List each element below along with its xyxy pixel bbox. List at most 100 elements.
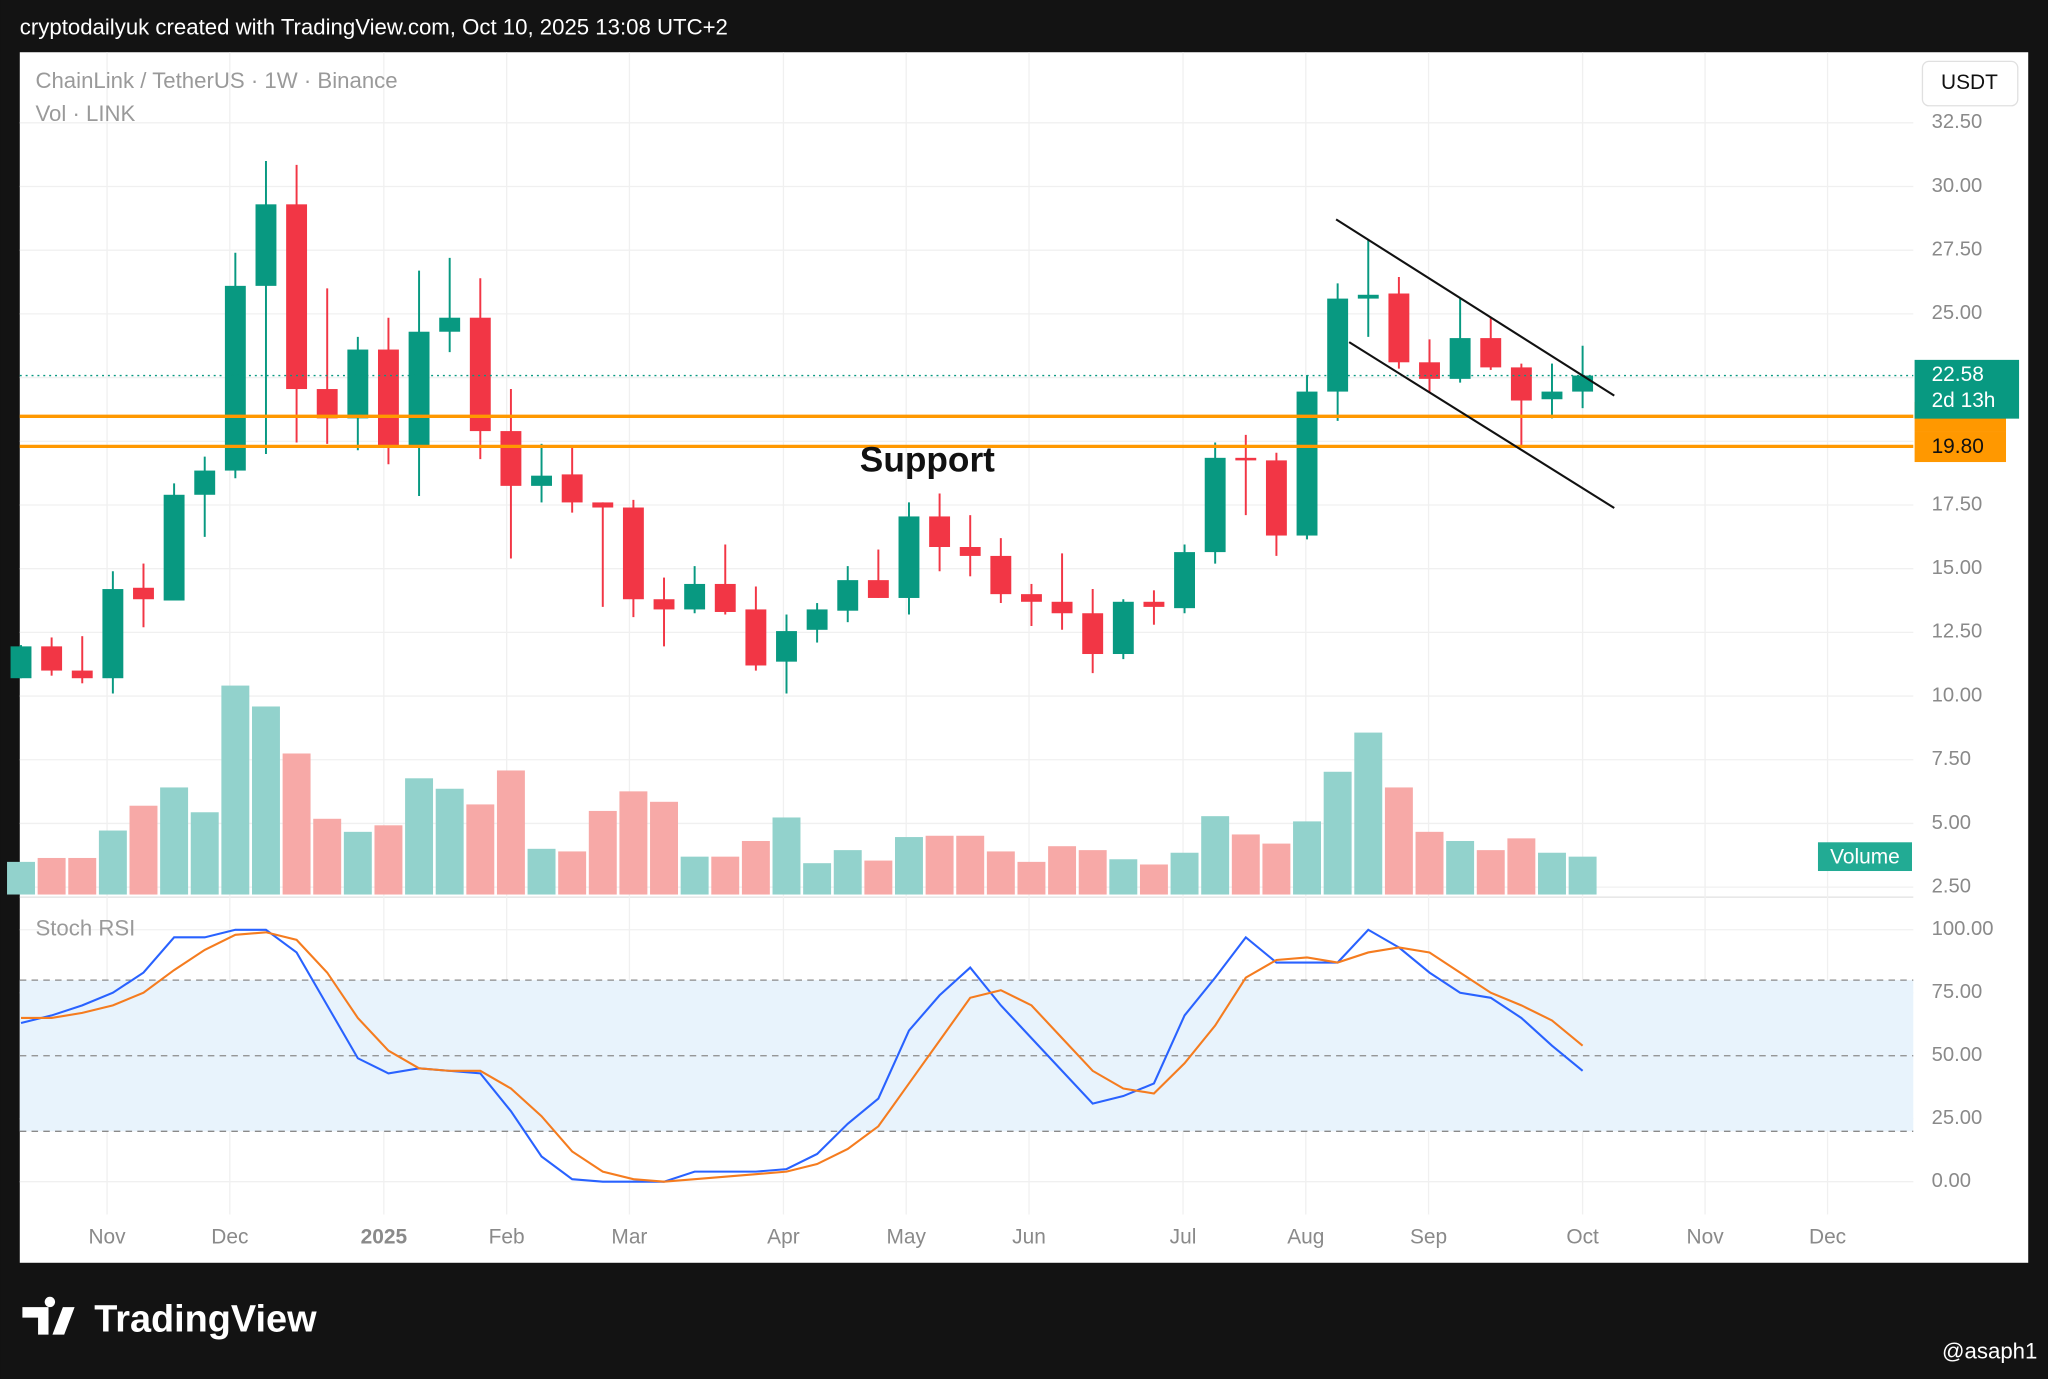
currency-button[interactable] <box>1921 60 2019 107</box>
candle-body <box>41 646 63 671</box>
x-tick-label: Aug <box>1287 1225 1324 1248</box>
channel-line <box>1335 218 1615 397</box>
candle-body <box>837 580 859 611</box>
plot: Nov Dec 2025 Feb Mar Apr May Jun Jul Aug Sep Oct Nov… <box>7 52 2020 1248</box>
volume-bar <box>1446 840 1475 895</box>
y-tick-label: 75.00 <box>1932 981 1983 1003</box>
candle-body <box>714 583 736 612</box>
volume-bar <box>772 817 801 895</box>
volume-bar <box>190 812 219 895</box>
x-tick-label: Nov <box>88 1225 126 1248</box>
candle-body <box>1082 613 1104 655</box>
candle-body <box>1174 552 1195 609</box>
candle-body <box>1021 594 1042 602</box>
volume-bar <box>1415 831 1444 895</box>
candle-body <box>653 599 675 610</box>
volume-bar <box>1078 850 1107 895</box>
candle-body <box>898 516 920 598</box>
volume-bar <box>221 685 250 895</box>
volume-bar <box>129 805 158 895</box>
candle-body <box>745 609 767 666</box>
candle-body <box>1296 391 1318 536</box>
x-tick-label: Sep <box>1410 1225 1447 1248</box>
volume-bar <box>1139 864 1168 895</box>
candle-body <box>1204 457 1226 553</box>
price-label-box <box>1914 432 2007 463</box>
x-tick-label: May <box>887 1225 927 1248</box>
y-tick-label: 15.00 <box>1932 557 1983 579</box>
candle-body <box>1388 293 1410 363</box>
x-tick-label: Dec <box>1809 1225 1846 1248</box>
volume-bar <box>680 856 709 895</box>
candle-body <box>1510 367 1532 401</box>
volume-bar <box>925 835 954 895</box>
candle-body <box>408 331 430 446</box>
caption: cryptodailyuk created with TradingView.c… <box>20 15 728 40</box>
y-tick-label: 30.00 <box>1932 175 1983 197</box>
brand: TradingView <box>94 1299 317 1341</box>
volume-bar <box>1048 846 1077 895</box>
volume-bar <box>956 835 985 895</box>
candle-body <box>1112 601 1134 655</box>
brand-logo <box>22 1296 75 1335</box>
volume-legend-box <box>1817 842 1912 872</box>
candle-body <box>531 475 552 486</box>
volume-bar <box>251 706 280 895</box>
candle-body <box>1235 457 1257 461</box>
volume-bar <box>1231 834 1260 895</box>
volume-title: Vol · LINK <box>35 101 135 126</box>
currency: USDT <box>1941 71 1998 94</box>
countdown: 2d 13h <box>1932 389 1996 412</box>
y-tick-label: 100.00 <box>1932 918 1994 940</box>
candle-body <box>163 494 185 601</box>
volume-bar <box>588 810 617 895</box>
x-tick-label: Oct <box>1566 1225 1599 1248</box>
candle-body <box>255 204 277 286</box>
volume-bar <box>37 857 66 895</box>
volume-bar <box>7 861 35 895</box>
volume-bar <box>1109 859 1138 895</box>
volume-bar <box>1262 843 1291 895</box>
candle-body <box>776 631 797 662</box>
candle-body <box>286 204 308 390</box>
volume-bar <box>833 850 862 895</box>
candle-body <box>439 317 461 332</box>
y-tick-label: 0.00 <box>1932 1170 1971 1192</box>
candle-body <box>1357 294 1379 299</box>
volume-bar <box>1384 787 1413 895</box>
volume-legend: Volume <box>1830 845 1900 868</box>
y-tick-label: 2.50 <box>1932 875 1971 897</box>
volume-bar <box>374 825 403 895</box>
volume-bar <box>435 788 464 895</box>
candle-body <box>10 646 32 679</box>
candle-body <box>1449 338 1471 379</box>
last-price: 22.58 <box>1932 363 1984 386</box>
volume-bar <box>313 818 342 895</box>
x-tick-label: Jul <box>1170 1225 1197 1248</box>
y-tick-label: 25.00 <box>1932 302 1983 324</box>
candle-body <box>1419 362 1440 379</box>
channel-line <box>1348 341 1615 509</box>
candle-body <box>1265 460 1287 536</box>
candle-body <box>1143 601 1165 607</box>
rsi-line <box>20 928 1584 1183</box>
y-tick-label: 27.50 <box>1932 239 1983 261</box>
candle-body <box>592 502 614 508</box>
x-tick-label: 2025 <box>361 1225 408 1248</box>
candle-body <box>561 474 583 503</box>
volume-bar <box>405 778 434 895</box>
volume-bar <box>1354 732 1383 895</box>
volume-bar <box>1476 850 1505 895</box>
candle-body <box>622 507 644 600</box>
y-tick-label: 7.50 <box>1932 748 1971 770</box>
volume-bar <box>711 856 740 895</box>
candle-body <box>929 516 951 548</box>
volume-bar <box>619 791 648 895</box>
rsi-title: Stoch RSI <box>35 916 135 941</box>
annotation: Support <box>860 441 995 480</box>
volume-bar <box>1568 856 1597 895</box>
x-tick-label: Feb <box>489 1225 525 1248</box>
candle-body <box>806 609 828 630</box>
volume-bar <box>343 831 372 895</box>
